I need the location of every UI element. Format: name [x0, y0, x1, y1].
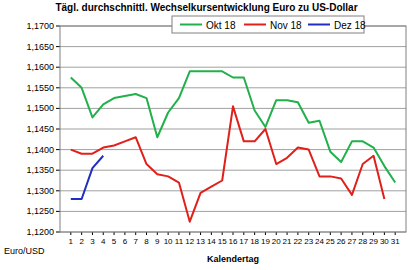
tick-label: 7 [133, 237, 138, 246]
tick-label: 1,1350 [26, 165, 54, 175]
tick-label: 2 [79, 237, 84, 246]
series-line [71, 106, 385, 221]
tick [56, 108, 60, 109]
grid-line [60, 46, 406, 47]
legend-swatch [180, 24, 202, 26]
tick-label: 1,1550 [26, 83, 54, 93]
tick-label: 3 [90, 237, 95, 246]
plot-area [71, 71, 395, 221]
tick-label: 1,1400 [26, 145, 54, 155]
chart: Tägl. durchschnittl. Wechselkursentwickl… [0, 0, 413, 270]
tick-label: 4 [101, 237, 106, 246]
x-axis-label: Kalendertag [207, 254, 259, 264]
tick-label: 30 [380, 237, 389, 246]
tick-label: 17 [239, 237, 248, 246]
tick [56, 46, 60, 47]
tick-label: 26 [337, 237, 346, 246]
tick-label: 21 [283, 237, 292, 246]
tick-label: 13 [196, 237, 205, 246]
tick-label: 1,1300 [26, 186, 54, 196]
tick-label: 6 [123, 237, 128, 246]
tick-label: 1,1500 [26, 103, 54, 113]
title: Tägl. durchschnittl. Wechselkursentwickl… [55, 2, 357, 13]
legend-swatch [308, 24, 330, 26]
tick [56, 67, 60, 68]
tick-label: 20 [272, 237, 281, 246]
tick-label: 1,1600 [26, 62, 54, 72]
tick-label: 25 [326, 237, 335, 246]
series-line [71, 156, 103, 199]
tick [56, 232, 60, 233]
tick-label: 12 [185, 237, 194, 246]
tick [56, 149, 60, 150]
tick-label: 1,1700 [26, 21, 54, 31]
tick-label: 5 [112, 237, 117, 246]
tick-label: 11 [175, 237, 184, 246]
grid-line [60, 87, 406, 88]
tick-label: 10 [164, 237, 173, 246]
tick [56, 211, 60, 212]
tick-label: 27 [347, 237, 356, 246]
plot-frame [60, 26, 406, 232]
legend-label: Dez 18 [334, 20, 366, 31]
tick-label: 1 [69, 237, 74, 246]
tick-label: 1,1250 [26, 206, 54, 216]
tick [56, 129, 60, 130]
tick-label: 24 [315, 237, 324, 246]
series-line [71, 71, 395, 182]
tick-label: 14 [207, 237, 216, 246]
tick-label: 19 [261, 237, 270, 246]
tick-label: 8 [144, 237, 149, 246]
tick [56, 87, 60, 88]
tick-label: 29 [369, 237, 378, 246]
legend: Okt 18 Nov 18 Dez 18 [172, 16, 366, 33]
tick-label: 22 [293, 237, 302, 246]
grid-line [60, 129, 406, 130]
grid-line [60, 211, 406, 212]
legend-swatch [244, 24, 266, 26]
tick-label: 28 [358, 237, 367, 246]
y-axis-label: Euro/USD [4, 246, 45, 256]
grid-line [60, 67, 406, 68]
tick [56, 190, 60, 191]
tick-label: 15 [218, 237, 227, 246]
tick-label: 9 [155, 237, 160, 246]
tick-label: 18 [250, 237, 259, 246]
legend-label: Nov 18 [270, 20, 302, 31]
legend-label: Okt 18 [206, 20, 236, 31]
grid-line [60, 149, 406, 150]
tick-label: 23 [304, 237, 313, 246]
tick-label: 31 [391, 237, 400, 246]
tick [56, 170, 60, 171]
tick-label: 1,1650 [26, 42, 54, 52]
tick [56, 26, 60, 27]
tick-label: 1,1200 [26, 227, 54, 237]
tick-label: 1,1450 [26, 124, 54, 134]
tick-label: 16 [229, 237, 238, 246]
grid-line [60, 170, 406, 171]
